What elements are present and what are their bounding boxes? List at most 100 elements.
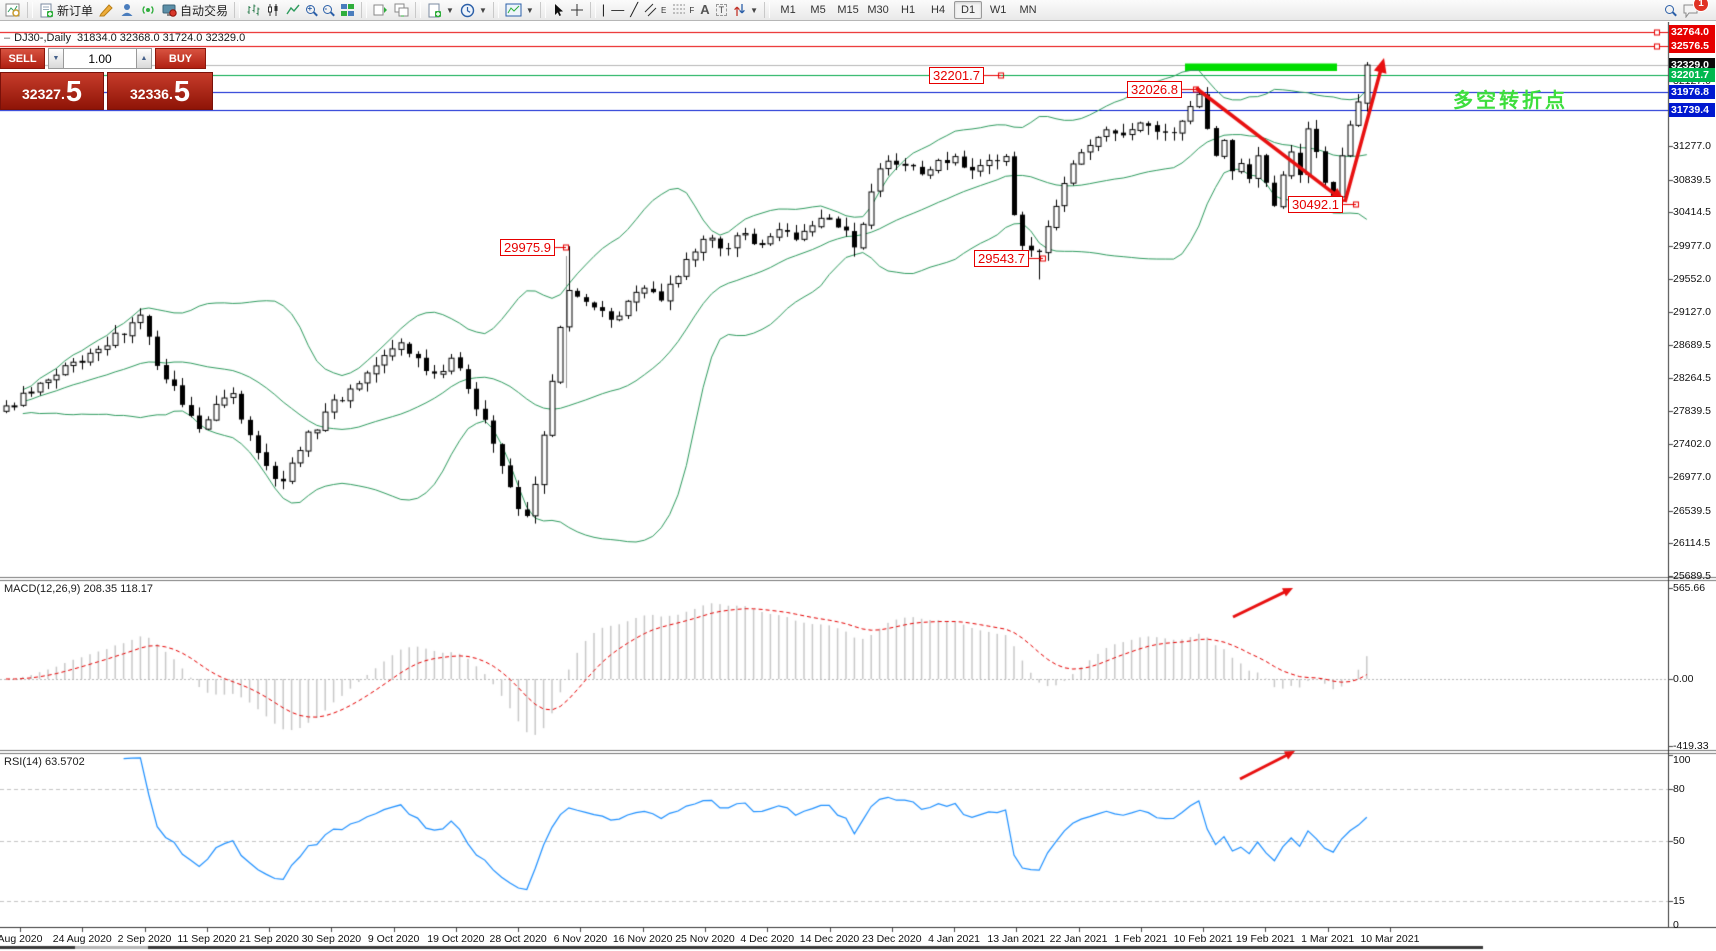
axis-label-31976.8: 31976.8	[1669, 85, 1715, 100]
timeframe-MN[interactable]: MN	[1019, 4, 1037, 16]
macd-signal-value: 118.17	[120, 583, 154, 595]
date-label-4 Jan 2021: 4 Jan 2021	[928, 933, 981, 945]
add-indicator-button[interactable]: ▼	[424, 1, 457, 20]
search-icon	[1665, 4, 1677, 16]
bar-chart-button[interactable]	[243, 1, 263, 20]
price-callout-32026.8[interactable]: 32026.8	[1127, 81, 1182, 98]
axis-label-100: 100	[1673, 754, 1691, 766]
axis-label-26114.5: 26114.5	[1673, 537, 1711, 550]
axis-label-32201.7: 32201.7	[1669, 67, 1715, 82]
crosshair-button[interactable]	[567, 1, 587, 20]
cascade-windows-button[interactable]	[391, 1, 412, 20]
buy-price-big-digit: 5	[173, 76, 190, 108]
axis-label-29127.0: 29127.0	[1673, 305, 1711, 318]
sell-price-big-digit: 5	[65, 76, 82, 108]
templates-button[interactable]: ▼	[502, 1, 537, 20]
notifications-button[interactable]: 1	[1679, 0, 1709, 20]
buy-button[interactable]: BUY	[155, 48, 206, 69]
axis-label-30414.5: 30414.5	[1673, 206, 1711, 219]
timeframe-D1[interactable]: D1	[954, 1, 983, 19]
fibonacci-icon	[673, 4, 686, 14]
axis-label-27839.5: 27839.5	[1673, 404, 1711, 417]
chart-canvas[interactable]	[0, 22, 1716, 951]
new-order-icon	[40, 3, 53, 17]
arrows-button[interactable]: ▼	[730, 1, 761, 20]
cursor-button[interactable]	[549, 1, 567, 20]
volume-increase-button[interactable]: ▲	[136, 48, 152, 69]
macd-name: MACD(12,26,9)	[4, 583, 81, 595]
autotrading-button[interactable]: 自动交易	[159, 1, 231, 20]
date-label-23 Dec 2020: 23 Dec 2020	[861, 933, 922, 945]
timeframe-M1[interactable]: M1	[780, 4, 796, 16]
arrows-icon	[734, 4, 746, 16]
symbol-ohlc-values: 31834.0 32368.0 31724.0 32329.0	[76, 32, 246, 44]
price-callout-29975.9[interactable]: 29975.9	[500, 239, 555, 256]
axis-label-25689.5: 25689.5	[1673, 570, 1711, 583]
timeframe-W1[interactable]: W1	[989, 4, 1007, 16]
buy-price-display[interactable]: 32336. 5	[107, 72, 213, 110]
axis-label-28264.5: 28264.5	[1673, 371, 1711, 384]
new-order-button[interactable]: 新订单	[36, 1, 96, 20]
arrange-windows-button[interactable]	[370, 1, 391, 20]
signals-button[interactable]	[138, 1, 159, 20]
timeframe-M15[interactable]: M15	[837, 4, 859, 16]
timeframe-M30[interactable]: M30	[867, 4, 889, 16]
volume-input[interactable]	[64, 48, 136, 69]
price-callout-32201.7[interactable]: 32201.7	[929, 67, 984, 84]
line-chart-icon	[286, 4, 300, 15]
tile-windows-button[interactable]	[337, 1, 358, 20]
toolbar-separator	[764, 2, 771, 18]
metaeditor-button[interactable]	[96, 1, 117, 20]
text-button[interactable]: A	[700, 2, 710, 17]
date-label-10 Feb 2021: 10 Feb 2021	[1173, 933, 1233, 945]
chart-note-text[interactable]: 多空转折点	[1453, 90, 1568, 112]
date-label-14 Dec 2020: 14 Dec 2020	[799, 933, 860, 945]
rsi-label: RSI(14) 63.5702	[4, 756, 85, 768]
date-label-1 Feb 2021: 1 Feb 2021	[1114, 933, 1168, 945]
fibonacci-button[interactable]: F	[669, 1, 697, 20]
macd-main-value: 208.35	[83, 583, 118, 595]
line-chart-button[interactable]	[283, 1, 303, 20]
toolbar-separator	[27, 2, 33, 18]
trendline-button[interactable]: ╱	[630, 2, 639, 17]
date-label-22 Jan 2021: 22 Jan 2021	[1049, 933, 1108, 945]
community-button[interactable]	[117, 1, 138, 20]
date-label-4 Dec 2020: 4 Dec 2020	[740, 933, 795, 945]
volume-decrease-button[interactable]: ▼	[48, 48, 64, 69]
candlestick-chart-icon	[268, 4, 278, 16]
toolbar-separator	[492, 2, 499, 18]
channel-button[interactable]: E	[641, 1, 669, 20]
autotrading-icon	[162, 4, 177, 17]
sell-price-display[interactable]: 32327. 5	[0, 72, 104, 110]
date-label-25 Nov 2020: 25 Nov 2020	[675, 933, 735, 945]
date-label-Aug 2020: Aug 2020	[0, 933, 43, 945]
timeframe-H1[interactable]: H1	[901, 4, 916, 16]
chart-title-dash: –	[4, 32, 11, 44]
dropdown-caret-icon: ▼	[525, 5, 534, 15]
axis-label-27402.0: 27402.0	[1673, 438, 1711, 451]
price-callout-30492.1[interactable]: 30492.1	[1288, 196, 1343, 213]
text-label-icon: T	[715, 4, 728, 16]
candlestick-chart-button[interactable]	[263, 1, 283, 20]
timeframe-H4[interactable]: H4	[931, 4, 946, 16]
axis-label-26539.5: 26539.5	[1673, 504, 1711, 517]
chart-title: – DJ30-,Daily 31834.0 32368.0 31724.0 3232…	[4, 32, 245, 44]
zoom-in-button[interactable]: +	[303, 1, 320, 20]
sell-button[interactable]: SELL	[0, 48, 45, 69]
horizontal-line-button[interactable]: —	[611, 2, 625, 17]
search-button[interactable]	[1662, 1, 1679, 20]
price-callout-29543.7[interactable]: 29543.7	[974, 250, 1029, 267]
add-indicator-icon	[428, 3, 442, 17]
period-button[interactable]: ▼	[457, 1, 490, 20]
rsi-value: 63.5702	[44, 756, 85, 768]
text-label-button[interactable]: T	[713, 1, 731, 20]
templates-icon	[505, 3, 522, 17]
timeframe-M5[interactable]: M5	[810, 4, 826, 16]
axis-label-80: 80	[1673, 783, 1685, 796]
vertical-line-button[interactable]: |	[601, 2, 606, 17]
axis-label-565.66: 565.66	[1673, 582, 1706, 594]
zoom-in-icon: +	[306, 4, 318, 16]
zoom-out-button[interactable]: -	[320, 1, 337, 20]
buy-price-main: 32336.	[130, 86, 173, 102]
charts-profile-button[interactable]	[2, 1, 24, 20]
